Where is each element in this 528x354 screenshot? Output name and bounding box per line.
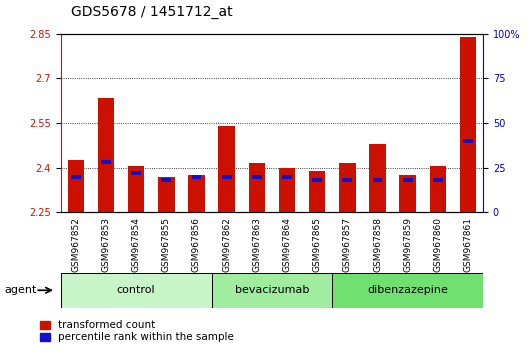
Text: GSM967864: GSM967864 bbox=[282, 217, 291, 272]
Bar bbox=[430, 166, 446, 212]
Bar bbox=[463, 139, 473, 143]
Bar bbox=[212, 273, 332, 308]
Text: GSM967852: GSM967852 bbox=[71, 217, 80, 272]
Bar bbox=[68, 160, 84, 212]
Bar bbox=[71, 175, 81, 178]
Bar bbox=[252, 175, 262, 178]
Bar bbox=[460, 36, 476, 212]
Text: GDS5678 / 1451712_at: GDS5678 / 1451712_at bbox=[71, 5, 233, 19]
Bar bbox=[61, 273, 212, 308]
Text: GSM967856: GSM967856 bbox=[192, 217, 201, 272]
Legend: transformed count, percentile rank within the sample: transformed count, percentile rank withi… bbox=[40, 320, 234, 342]
Bar bbox=[282, 175, 292, 178]
Text: agent: agent bbox=[5, 285, 37, 295]
Bar bbox=[188, 175, 205, 212]
Text: GSM967858: GSM967858 bbox=[373, 217, 382, 272]
Bar bbox=[339, 163, 356, 212]
Text: GSM967862: GSM967862 bbox=[222, 217, 231, 272]
Bar bbox=[192, 175, 202, 178]
Bar bbox=[433, 178, 443, 182]
Text: GSM967853: GSM967853 bbox=[101, 217, 110, 272]
Text: GSM967863: GSM967863 bbox=[252, 217, 261, 272]
Bar bbox=[131, 171, 141, 175]
Bar bbox=[342, 178, 352, 182]
Text: dibenzazepine: dibenzazepine bbox=[367, 285, 448, 295]
Text: GSM967859: GSM967859 bbox=[403, 217, 412, 272]
Text: bevacizumab: bevacizumab bbox=[235, 285, 309, 295]
Bar bbox=[158, 177, 175, 212]
Text: GSM967865: GSM967865 bbox=[313, 217, 322, 272]
Bar bbox=[98, 98, 114, 212]
Bar bbox=[222, 175, 232, 178]
Bar bbox=[219, 126, 235, 212]
Bar bbox=[162, 178, 171, 182]
Text: GSM967861: GSM967861 bbox=[464, 217, 473, 272]
Bar bbox=[249, 163, 265, 212]
Bar bbox=[399, 175, 416, 212]
Bar bbox=[279, 168, 295, 212]
Bar bbox=[369, 144, 386, 212]
Bar bbox=[312, 178, 322, 182]
Bar bbox=[101, 160, 111, 164]
Text: GSM967857: GSM967857 bbox=[343, 217, 352, 272]
Text: GSM967860: GSM967860 bbox=[433, 217, 442, 272]
Text: GSM967855: GSM967855 bbox=[162, 217, 171, 272]
Bar bbox=[403, 178, 413, 182]
Bar bbox=[309, 171, 325, 212]
Text: GSM967854: GSM967854 bbox=[131, 217, 140, 272]
Bar bbox=[373, 178, 382, 182]
Text: control: control bbox=[117, 285, 155, 295]
Bar bbox=[332, 273, 483, 308]
Bar bbox=[128, 166, 145, 212]
